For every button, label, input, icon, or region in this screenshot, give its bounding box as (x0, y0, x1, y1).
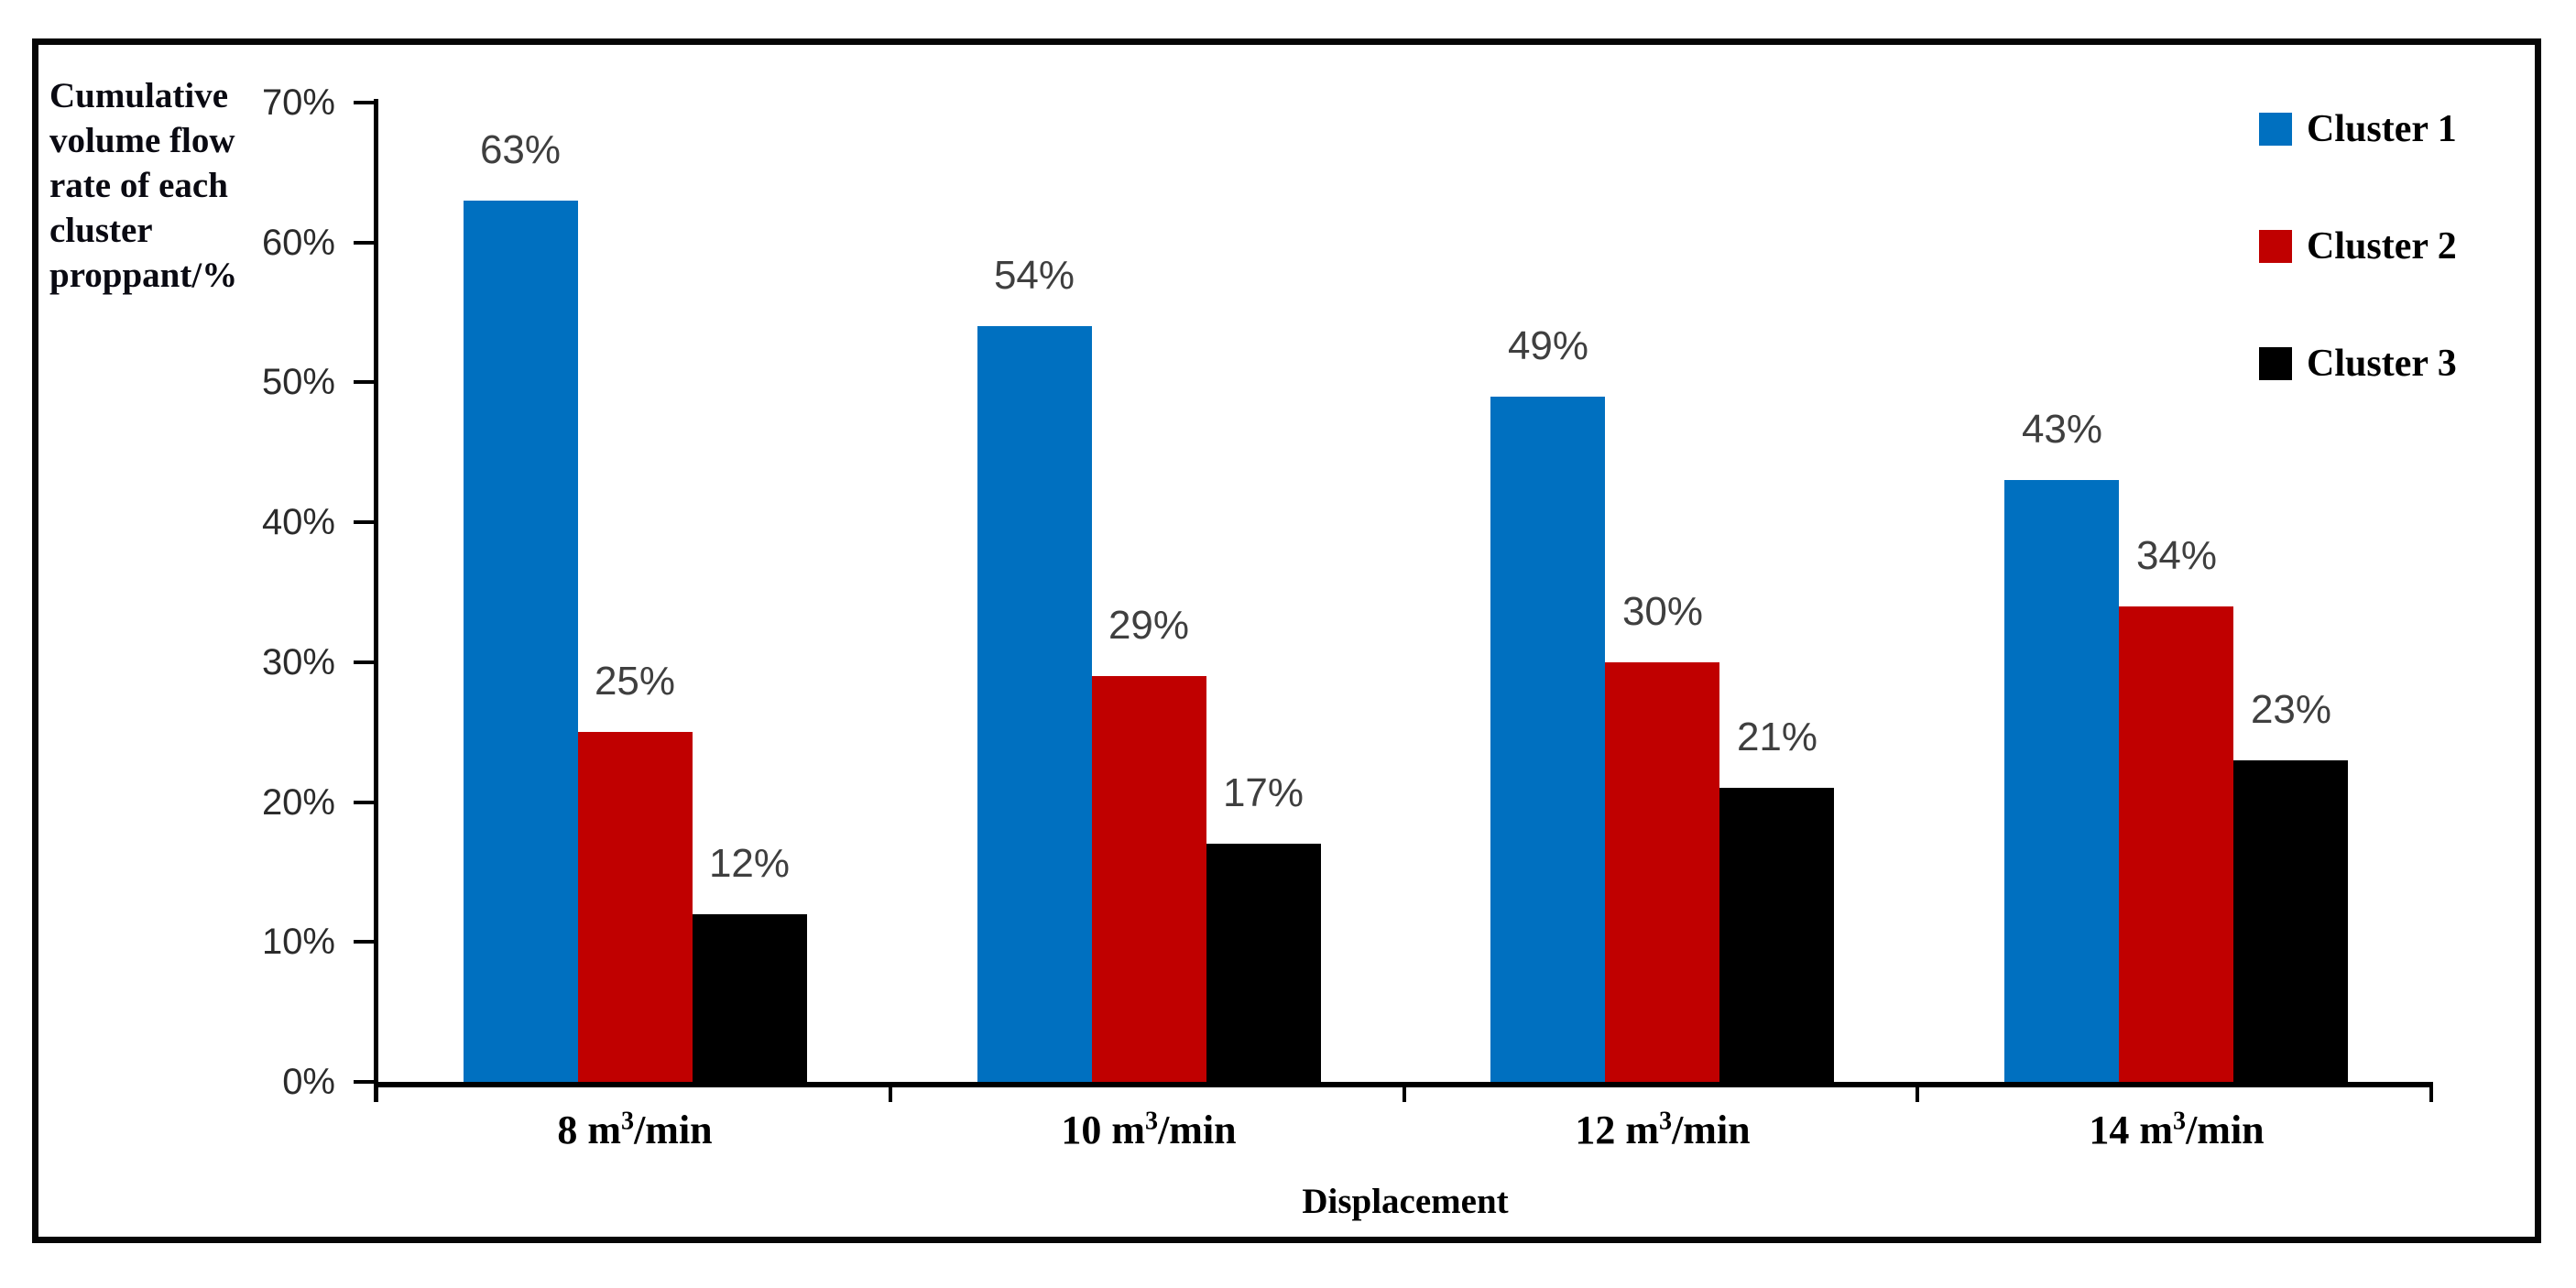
legend-label-cluster-2: Cluster 2 (2307, 225, 2457, 267)
bar-cluster-1-cat-1 (464, 201, 578, 1082)
bar-cluster-3-cat-3 (1719, 788, 1834, 1082)
y-tick-mark (354, 101, 374, 104)
x-axis-category-label-part: 3 (2173, 1107, 2187, 1136)
y-tick-label: 70% (261, 82, 335, 123)
x-axis-category-label-part: 8 m (557, 1108, 621, 1152)
y-axis-title-line: rate of each (49, 166, 228, 205)
y-tick-label: 20% (261, 782, 335, 823)
x-axis-category-label-part: 12 m (1575, 1108, 1659, 1152)
legend-item-cluster-2: Cluster 2 (2259, 227, 2457, 266)
y-axis-line (374, 99, 378, 1102)
legend-item-cluster-1: Cluster 1 (2259, 110, 2457, 148)
x-axis-category-label-part: 3 (1145, 1107, 1159, 1136)
legend-swatch-cluster-3 (2259, 347, 2292, 380)
x-tick-mark (1916, 1082, 1919, 1102)
bar-value-label-cluster-2-cat-4: 34% (2135, 533, 2218, 578)
legend: Cluster 1 Cluster 2 Cluster 3 (2259, 110, 2457, 383)
bar-cluster-2-cat-4 (2119, 606, 2233, 1082)
x-axis-category-label-part: 10 m (1061, 1108, 1145, 1152)
bar-value-label-cluster-3-cat-4: 23% (2250, 687, 2332, 732)
x-tick-mark (2429, 1082, 2433, 1102)
x-tick-mark (889, 1082, 892, 1102)
y-tick-mark (354, 940, 374, 944)
bar-value-label-cluster-2-cat-2: 29% (1108, 603, 1190, 648)
x-axis-category-label-part: /min (2186, 1108, 2265, 1152)
bar-cluster-3-cat-4 (2233, 760, 2348, 1082)
y-tick-label: 40% (261, 502, 335, 542)
bar-value-label-cluster-3-cat-2: 17% (1222, 770, 1304, 815)
bar-value-label-cluster-2-cat-1: 25% (594, 659, 676, 704)
y-tick-mark (354, 801, 374, 804)
y-axis-title-line: cluster (49, 211, 153, 250)
legend-label-cluster-1: Cluster 1 (2307, 108, 2457, 150)
x-axis-category-label-3: 12 m3/min (1575, 1108, 1750, 1152)
x-axis-category-label-part: /min (1672, 1108, 1751, 1152)
y-tick-label: 30% (261, 642, 335, 682)
bar-cluster-1-cat-3 (1490, 397, 1605, 1082)
y-tick-label: 10% (261, 922, 335, 962)
x-axis-category-label-part: 3 (621, 1107, 635, 1136)
bar-cluster-3-cat-1 (693, 914, 807, 1082)
legend-swatch-cluster-1 (2259, 113, 2292, 146)
bar-value-label-cluster-1-cat-4: 43% (2021, 407, 2103, 452)
bar-cluster-1-cat-4 (2004, 480, 2119, 1082)
bar-cluster-2-cat-3 (1605, 662, 1719, 1082)
bar-cluster-1-cat-2 (977, 326, 1092, 1082)
bar-value-label-cluster-2-cat-3: 30% (1621, 589, 1704, 634)
x-axis-category-label-2: 10 m3/min (1061, 1108, 1236, 1152)
y-axis-title-line: proppant/% (49, 256, 238, 295)
y-tick-mark (354, 241, 374, 245)
y-tick-label: 50% (261, 362, 335, 402)
x-tick-mark (375, 1082, 378, 1102)
x-axis-category-label-part: /min (1158, 1108, 1237, 1152)
legend-label-cluster-3: Cluster 3 (2307, 343, 2457, 385)
bar-value-label-cluster-3-cat-3: 21% (1736, 715, 1818, 759)
bar-cluster-2-cat-2 (1092, 676, 1206, 1082)
y-tick-label: 60% (261, 223, 335, 263)
y-tick-mark (354, 1080, 374, 1084)
x-axis-category-label-1: 8 m3/min (557, 1108, 712, 1152)
bar-cluster-3-cat-2 (1206, 844, 1321, 1082)
x-axis-category-label-4: 14 m3/min (2089, 1108, 2264, 1152)
legend-swatch-cluster-2 (2259, 230, 2292, 263)
x-tick-mark (1403, 1082, 1406, 1102)
x-axis-title: Displacement (1302, 1182, 1509, 1221)
y-axis-title-line: Cumulative (49, 76, 228, 115)
x-axis-category-label-part: 3 (1659, 1107, 1673, 1136)
y-axis-title: Cumulative volume flow rate of each clus… (49, 73, 352, 298)
legend-item-cluster-3: Cluster 3 (2259, 344, 2457, 383)
y-axis-title-line: volume flow (49, 121, 235, 160)
bar-value-label-cluster-3-cat-1: 12% (708, 841, 791, 886)
y-tick-label: 0% (282, 1062, 335, 1102)
y-tick-mark (354, 660, 374, 664)
bar-cluster-2-cat-1 (578, 732, 693, 1082)
bar-value-label-cluster-1-cat-2: 54% (993, 253, 1075, 298)
bar-value-label-cluster-1-cat-3: 49% (1507, 323, 1589, 368)
bar-value-label-cluster-1-cat-1: 63% (479, 127, 562, 172)
y-tick-mark (354, 520, 374, 524)
x-axis-category-label-part: 14 m (2089, 1108, 2173, 1152)
x-axis-category-label-part: /min (634, 1108, 713, 1152)
y-tick-mark (354, 380, 374, 384)
